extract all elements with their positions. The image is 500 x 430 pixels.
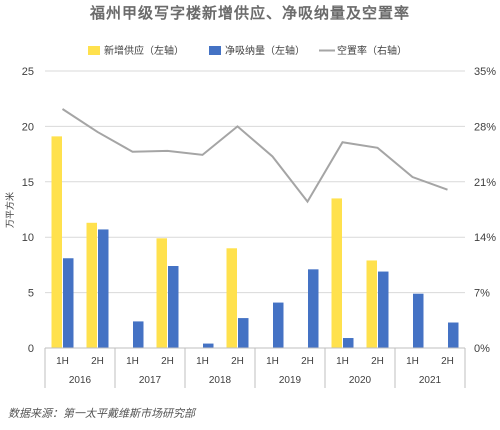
data-source: 数据来源：第一太平戴维斯市场研究部	[8, 408, 195, 420]
y-axis-label: 万平方米	[4, 192, 15, 228]
year-label: 2016	[69, 375, 92, 386]
year-label: 2018	[209, 375, 232, 386]
bar-absorption	[203, 343, 214, 348]
x-tick-label: 1H	[266, 356, 279, 367]
legend-swatch	[88, 46, 100, 55]
bar-absorption	[343, 338, 354, 348]
year-label: 2020	[349, 375, 372, 386]
x-tick-label: 1H	[336, 356, 349, 367]
y-tick-label-left: 25	[22, 66, 34, 78]
bar-absorption	[168, 266, 179, 348]
y-tick-label-right: 14%	[474, 232, 496, 244]
bar-absorption	[448, 322, 459, 348]
bar-supply	[226, 248, 237, 348]
x-tick-label: 1H	[56, 356, 69, 367]
bar-supply	[86, 222, 97, 348]
y-tick-label-right: 21%	[474, 177, 496, 189]
year-label: 2017	[139, 375, 162, 386]
x-tick-label: 2H	[161, 356, 174, 367]
y-tick-label-left: 0	[28, 343, 34, 355]
bar-supply	[331, 198, 342, 348]
bar-absorption	[63, 258, 74, 348]
x-tick-label: 2H	[371, 356, 384, 367]
bars	[51, 136, 459, 348]
y-tick-label-left: 10	[22, 232, 34, 244]
bar-supply	[366, 260, 377, 348]
legend-label: 净吸纳量（左轴）	[225, 44, 305, 57]
series-line-vacancy	[61, 108, 448, 204]
y-tick-label-right: 28%	[474, 121, 496, 133]
x-tick-label: 2H	[231, 356, 244, 367]
legend-swatch	[209, 46, 221, 55]
year-label: 2021	[419, 375, 442, 386]
year-label: 2019	[279, 375, 302, 386]
vacancy-line	[61, 108, 448, 204]
bar-absorption	[273, 302, 284, 348]
x-tick-label: 1H	[406, 356, 419, 367]
x-tick-label: 2H	[441, 356, 454, 367]
x-tick-label: 1H	[126, 356, 139, 367]
y-tick-label-left: 15	[22, 177, 34, 189]
y-tick-label-right: 0%	[474, 343, 490, 355]
bar-absorption	[378, 271, 389, 348]
bar-supply	[51, 136, 62, 348]
x-tick-label: 2H	[91, 356, 104, 367]
chart: 0 5 10 15 20 25 0% 7% 14% 21% 28% 35% 万平方米 1H 2H 1H 2H 1H…	[4, 44, 496, 388]
x-tick-label: 2H	[301, 356, 314, 367]
y-tick-label-right: 7%	[474, 288, 490, 300]
axes: 0 5 10 15 20 25 0% 7% 14% 21% 28% 35% 万平方米 1H 2H 1H 2H 1H…	[4, 66, 496, 388]
legend-label: 空置率（右轴）	[337, 44, 407, 57]
bar-supply	[156, 238, 167, 348]
bar-absorption	[133, 321, 144, 348]
x-tick-label: 1H	[196, 356, 209, 367]
bar-absorption	[308, 269, 319, 348]
chart-title: 福州甲级写字楼新增供应、净吸纳量及空置率	[89, 5, 410, 22]
legend: 新增供应（左轴） 净吸纳量（左轴） 空置率（右轴）	[88, 44, 407, 57]
bar-absorption	[238, 318, 249, 348]
bar-absorption	[98, 229, 109, 348]
y-tick-label-left: 20	[22, 121, 34, 133]
legend-label: 新增供应（左轴）	[104, 44, 184, 57]
bar-absorption	[413, 293, 424, 348]
y-tick-label-right: 35%	[474, 66, 496, 78]
y-tick-label-left: 5	[28, 288, 34, 300]
